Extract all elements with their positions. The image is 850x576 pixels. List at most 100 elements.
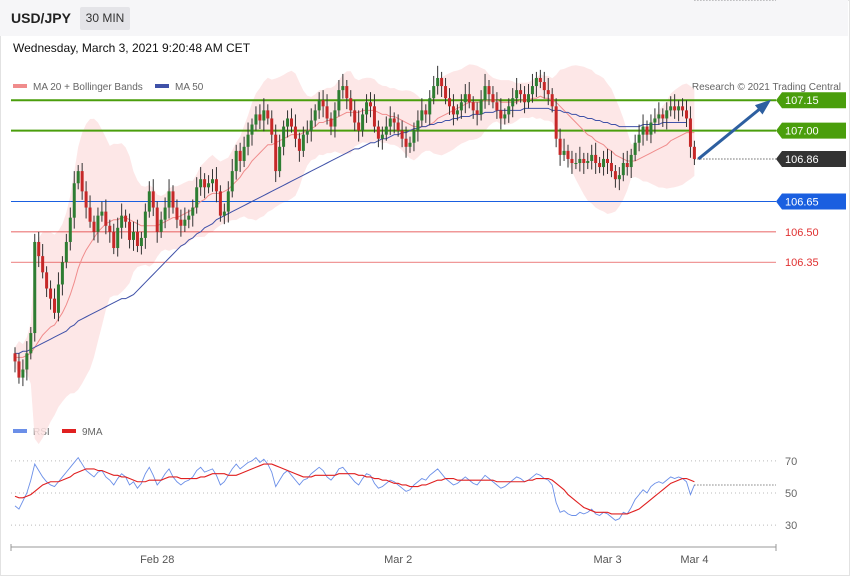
candle-body: [167, 191, 171, 208]
candle-body: [459, 102, 463, 111]
ma9-legend-label: 9MA: [82, 427, 103, 438]
candle-body: [96, 215, 100, 232]
candle-body: [361, 114, 365, 131]
bollinger-band-area: [15, 64, 695, 445]
candle-body: [290, 118, 293, 127]
candle-body: [76, 171, 80, 184]
candle-body: [305, 130, 309, 135]
candle-body: [29, 333, 33, 354]
level-label-106.86: 106.86: [785, 154, 819, 166]
candle-body: [68, 217, 72, 242]
time-tick-label: Feb 28: [140, 554, 174, 566]
candle-body: [317, 100, 321, 111]
candle-body: [246, 134, 250, 147]
candle-body: [286, 118, 290, 127]
candle-body: [621, 163, 625, 176]
candle-body: [586, 160, 590, 164]
candle-body: [685, 110, 688, 119]
candle-body: [293, 126, 297, 139]
candles: [13, 65, 696, 387]
candle-body: [183, 219, 187, 226]
candle-body: [104, 211, 108, 226]
candle-body: [64, 241, 68, 263]
candle-body: [542, 82, 546, 91]
candle-body: [649, 122, 653, 135]
candle-body: [37, 241, 41, 257]
candle-body: [511, 98, 515, 107]
candle-body: [258, 114, 262, 121]
candle-body: [503, 114, 507, 119]
candle-body: [428, 98, 432, 115]
candle-body: [384, 126, 388, 135]
bollinger-band: [15, 64, 695, 445]
candle-body: [163, 207, 167, 220]
rsi-9ma-line: [14, 463, 695, 515]
candle-body: [135, 231, 139, 247]
candle-body: [598, 163, 602, 168]
candle-body: [147, 191, 151, 212]
candle-body: [487, 86, 491, 95]
candle-body: [187, 215, 191, 220]
time-tick-label: Mar 4: [680, 554, 708, 566]
candle-body: [681, 106, 685, 111]
candle-body: [562, 150, 566, 155]
instrument-title: USD/JPY: [11, 10, 71, 26]
candle-body: [349, 98, 353, 111]
candle-body: [92, 221, 96, 232]
candle-body: [171, 191, 175, 208]
candle-body: [479, 100, 483, 115]
projection-arrow-head: [754, 99, 772, 115]
candle-body: [49, 288, 53, 299]
candle-body: [270, 118, 274, 135]
candle-body: [369, 102, 372, 107]
candle-body: [637, 134, 641, 143]
candle-body: [282, 126, 286, 147]
candle-body: [416, 120, 420, 131]
rsi-tick-label-50: 50: [785, 488, 797, 500]
candle-body: [250, 124, 254, 135]
candle-body: [491, 94, 495, 103]
candle-body: [554, 106, 558, 139]
candle-body: [33, 241, 37, 334]
candle-body: [301, 134, 305, 151]
candle-body: [100, 211, 104, 216]
candle-body: [128, 221, 132, 240]
header-bar: USD/JPY 30 MIN: [0, 0, 848, 36]
candle-body: [558, 138, 562, 155]
candle-body: [661, 114, 665, 119]
candle-body: [692, 146, 696, 159]
rsi-tick-label-70: 70: [785, 456, 797, 468]
level-label-107.15: 107.15: [785, 95, 819, 107]
level-tag-106.65: [776, 193, 846, 210]
candle-body: [515, 90, 519, 99]
candle-body: [602, 158, 606, 168]
level-tag-107.00: [776, 122, 846, 139]
ma50-legend-label: MA 50: [175, 82, 204, 93]
candle-body: [211, 179, 214, 184]
candle-body: [313, 110, 317, 121]
candle-body: [617, 175, 621, 180]
candle-body: [108, 225, 112, 232]
candle-body: [199, 179, 203, 188]
ma20-legend-swatch: [13, 84, 27, 88]
timeframe-button[interactable]: 30 MIN: [80, 7, 130, 30]
candle-body: [45, 272, 49, 289]
candle-body: [84, 191, 88, 208]
ma9-legend-swatch: [62, 429, 76, 433]
candle-body: [234, 150, 238, 172]
candle-body: [372, 106, 376, 127]
rsi-tick-label-30: 30: [785, 520, 797, 532]
candle-body: [669, 106, 673, 111]
candle-body: [56, 284, 60, 313]
candle-body: [230, 171, 234, 192]
candle-body: [274, 134, 278, 172]
candle-body: [72, 183, 76, 218]
candle-body: [214, 179, 218, 192]
candle-body: [151, 191, 155, 208]
candle-body: [254, 114, 258, 125]
candle-body: [60, 262, 64, 285]
candle-body: [13, 353, 17, 362]
candle-body: [179, 219, 183, 226]
projection-arrow: [697, 99, 772, 161]
